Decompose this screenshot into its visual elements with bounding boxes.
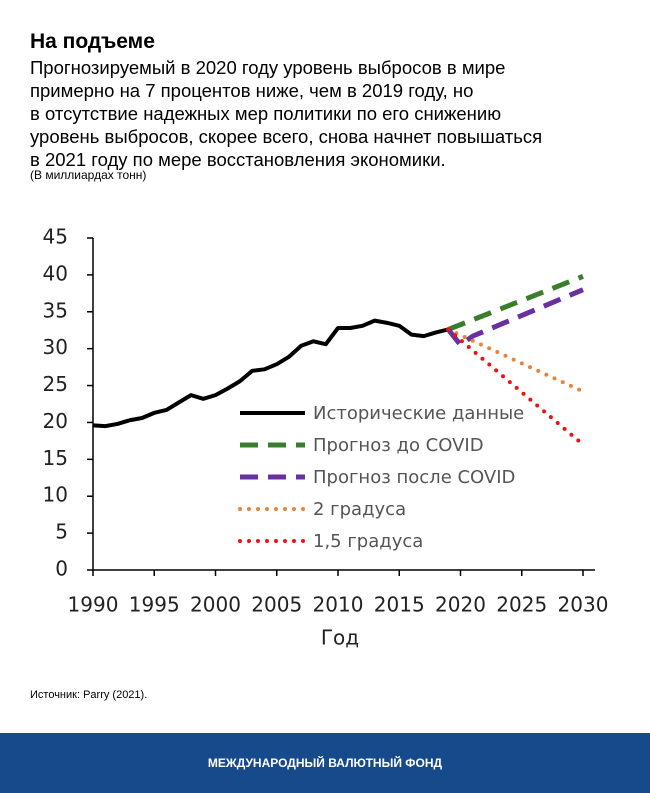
y-tick-label: 30 (43, 335, 68, 359)
legend-label: 1,5 градуса (313, 531, 423, 552)
x-tick-label: 1995 (129, 593, 180, 617)
series-line (447, 274, 584, 332)
x-tick-label: 2000 (190, 593, 241, 617)
y-tick-label: 15 (43, 446, 68, 470)
y-tick-label: 45 (43, 225, 68, 249)
legend-label: Исторические данные (313, 403, 524, 424)
subtitle: Прогнозируемый в 2020 году уровень выбро… (30, 56, 542, 171)
series-line (92, 318, 449, 429)
y-tick-label: 35 (43, 298, 68, 322)
chart-title: На подъеме (30, 30, 155, 53)
legend-label: 2 градуса (313, 499, 406, 520)
subtitle-line: в отсутствие надежных мер политики по ег… (30, 103, 502, 124)
subtitle-line: уровень выбросов, скорее всего, снова на… (30, 126, 543, 147)
x-axis-label: Год (321, 626, 359, 650)
x-tick-label: 2005 (251, 593, 302, 617)
footer-text: МЕЖДУНАРОДНЫЙ ВАЛЮТНЫЙ ФОНД (207, 756, 443, 770)
x-tick-label: 2015 (374, 593, 425, 617)
x-tick-label: 1990 (68, 593, 119, 617)
x-tick-label: 2025 (496, 593, 547, 617)
y-tick-label: 10 (43, 483, 68, 507)
y-tick-label: 40 (43, 261, 68, 285)
x-tick-label: 2030 (558, 593, 609, 617)
footer-bar: МЕЖДУНАРОДНЫЙ ВАЛЮТНЫЙ ФОНД (0, 733, 650, 793)
source-note: Источник: Parry (2021). (30, 689, 148, 701)
subtitle-line: в 2021 году по мере восстановления эконо… (30, 149, 446, 170)
y-tick-label: 25 (43, 372, 68, 396)
y-tick-label: 5 (55, 520, 68, 544)
x-tick-label: 2020 (435, 593, 486, 617)
subtitle-line: примерно на 7 процентов ниже, чем в 2019… (30, 80, 474, 101)
units-note: (В миллиардах тонн) (30, 168, 147, 182)
legend-label: Прогноз до COVID (313, 435, 484, 456)
series-line (446, 287, 584, 348)
y-tick-label: 0 (55, 557, 68, 581)
x-tick-label: 2010 (313, 593, 364, 617)
y-tick-label: 20 (43, 409, 68, 433)
subtitle-line: Прогнозируемый в 2020 году уровень выбро… (30, 57, 506, 78)
legend-label: Прогноз после COVID (313, 467, 515, 488)
series-line (446, 327, 585, 447)
